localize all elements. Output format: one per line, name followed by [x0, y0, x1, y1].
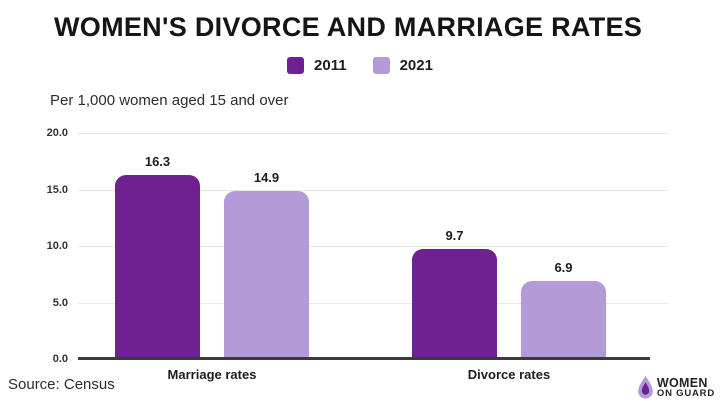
legend-item-2011: 2011: [287, 57, 347, 74]
bar-value-label: 14.9: [253, 170, 280, 185]
legend-label-2011: 2011: [314, 57, 347, 74]
bar-value-label: 9.7: [445, 228, 464, 243]
axis-units-subtitle: Per 1,000 women aged 15 and over: [50, 92, 289, 109]
legend-label-2021: 2021: [399, 57, 433, 74]
logo-word-women: WOMEN: [656, 375, 708, 390]
legend-swatch-2011: [287, 57, 305, 74]
bar-2011-marriage-rates: [115, 175, 200, 359]
y-tick-label: 5.0: [52, 296, 68, 309]
gridline: [78, 189, 668, 191]
bar-value-label: 16.3: [144, 154, 171, 169]
category-label: Marriage rates: [167, 367, 257, 382]
y-tick-label: 0.0: [52, 353, 68, 365]
plot-area: 16.3 14.9 Marriage rates 9.7 6.9 Divorce rate…: [78, 133, 668, 382]
gridline: [78, 302, 668, 304]
category-label: Divorce rates: [467, 367, 551, 382]
legend: 2011 2021: [0, 57, 720, 74]
bar-2021-marriage-rates: [224, 191, 309, 359]
gridline: [78, 246, 668, 247]
gridline: [78, 133, 668, 134]
bar-value-label: 6.9: [554, 260, 573, 275]
legend-item-2021: 2021: [372, 57, 433, 74]
brand-logo-text: WOMEN ON GUARD: [656, 375, 715, 399]
woman-on-guard-logo-icon: [638, 376, 653, 399]
x-axis-line: [78, 357, 650, 360]
legend-swatch-2021: [372, 57, 390, 74]
source-note: Source: Census: [8, 376, 115, 393]
bar-2021-divorce-rates: [521, 281, 606, 359]
y-tick-label: 15.0: [46, 183, 68, 196]
bar-2011-divorce-rates: [412, 249, 497, 359]
y-tick-label: 20.0: [46, 127, 68, 139]
y-tick-label: 10.0: [46, 240, 68, 252]
chart-title: WOMEN'S DIVORCE AND MARRIAGE RATES: [54, 12, 643, 42]
brand-logo: WOMEN ON GUARD: [638, 376, 715, 399]
y-axis-labels: 20.0 15.0 10.0 5.0 0.0: [0, 127, 68, 365]
logo-word-on-guard: ON GUARD: [656, 387, 715, 399]
